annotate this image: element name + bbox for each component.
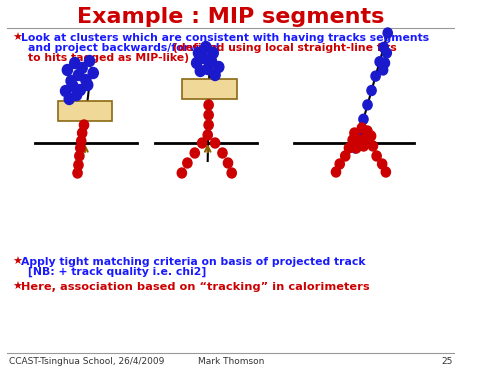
- Circle shape: [75, 84, 86, 96]
- Circle shape: [73, 168, 82, 178]
- Circle shape: [210, 138, 220, 148]
- Circle shape: [192, 57, 202, 69]
- Circle shape: [81, 75, 91, 86]
- Circle shape: [344, 143, 354, 153]
- Text: to hits tagged as MIP-like): to hits tagged as MIP-like): [28, 53, 188, 63]
- Circle shape: [375, 57, 384, 67]
- Circle shape: [76, 143, 85, 153]
- Circle shape: [352, 143, 361, 153]
- Circle shape: [372, 151, 381, 161]
- Circle shape: [363, 126, 372, 136]
- Text: CCAST-Tsinghua School, 26/4/2009: CCAST-Tsinghua School, 26/4/2009: [9, 357, 164, 366]
- Circle shape: [368, 141, 378, 151]
- Circle shape: [195, 66, 205, 76]
- Circle shape: [357, 123, 366, 133]
- Circle shape: [359, 114, 368, 124]
- Text: Apply tight matching criteria on basis of projected track: Apply tight matching criteria on basis o…: [21, 257, 366, 267]
- Circle shape: [383, 28, 392, 38]
- Circle shape: [194, 48, 203, 58]
- Circle shape: [66, 75, 76, 87]
- Circle shape: [183, 158, 192, 168]
- Circle shape: [82, 80, 93, 90]
- Circle shape: [354, 135, 363, 145]
- Circle shape: [350, 128, 359, 138]
- Circle shape: [84, 56, 94, 66]
- Circle shape: [70, 57, 80, 69]
- Bar: [58, 101, 112, 121]
- Circle shape: [76, 136, 86, 146]
- Circle shape: [64, 93, 74, 105]
- Circle shape: [361, 133, 370, 143]
- Circle shape: [75, 151, 84, 161]
- Circle shape: [208, 48, 218, 58]
- Text: ★: ★: [12, 257, 22, 267]
- Circle shape: [379, 42, 388, 52]
- Circle shape: [203, 130, 212, 140]
- Circle shape: [201, 42, 211, 53]
- Text: Look at clusters which are consistent with having tracks segments: Look at clusters which are consistent wi…: [21, 33, 430, 43]
- Circle shape: [355, 129, 364, 139]
- Circle shape: [224, 158, 232, 168]
- Circle shape: [74, 69, 84, 81]
- Circle shape: [367, 86, 376, 96]
- Circle shape: [190, 148, 200, 158]
- Circle shape: [381, 167, 390, 177]
- Circle shape: [359, 141, 368, 151]
- Circle shape: [351, 143, 360, 153]
- Circle shape: [204, 120, 213, 130]
- Circle shape: [378, 65, 388, 75]
- Circle shape: [68, 81, 78, 92]
- Text: Here, association based on “tracking” in calorimeters: Here, association based on “tracking” in…: [21, 282, 370, 292]
- Circle shape: [204, 110, 213, 120]
- Circle shape: [380, 58, 390, 68]
- Circle shape: [335, 159, 344, 169]
- Text: ★: ★: [12, 282, 22, 292]
- Circle shape: [72, 90, 82, 101]
- Circle shape: [332, 167, 340, 177]
- Bar: [182, 79, 237, 99]
- Circle shape: [77, 63, 87, 74]
- Circle shape: [204, 100, 213, 110]
- Circle shape: [218, 148, 227, 158]
- Circle shape: [198, 138, 207, 148]
- Text: Mark Thomson: Mark Thomson: [198, 357, 264, 366]
- Text: [NB: + track quality i.e. chi2]: [NB: + track quality i.e. chi2]: [28, 267, 206, 277]
- Circle shape: [382, 48, 392, 58]
- Circle shape: [202, 63, 213, 75]
- Circle shape: [62, 64, 72, 75]
- Circle shape: [340, 151, 350, 161]
- Circle shape: [60, 86, 70, 96]
- Text: 25: 25: [441, 357, 452, 366]
- Circle shape: [366, 131, 376, 141]
- Circle shape: [227, 168, 236, 178]
- Circle shape: [206, 56, 216, 66]
- Circle shape: [199, 53, 209, 63]
- Circle shape: [177, 168, 186, 178]
- Text: Example : MIP segments: Example : MIP segments: [77, 7, 384, 27]
- Circle shape: [378, 159, 387, 169]
- Circle shape: [210, 69, 220, 81]
- Text: (defined using local straight-line fits: (defined using local straight-line fits: [172, 43, 396, 53]
- Circle shape: [88, 68, 99, 78]
- Circle shape: [78, 128, 87, 138]
- Circle shape: [74, 160, 83, 170]
- Circle shape: [80, 120, 88, 130]
- Circle shape: [348, 135, 357, 145]
- Circle shape: [371, 71, 380, 81]
- Circle shape: [363, 100, 372, 110]
- Text: ★: ★: [12, 33, 22, 43]
- Text: and project backwards/forward: and project backwards/forward: [28, 43, 223, 53]
- Circle shape: [214, 62, 224, 72]
